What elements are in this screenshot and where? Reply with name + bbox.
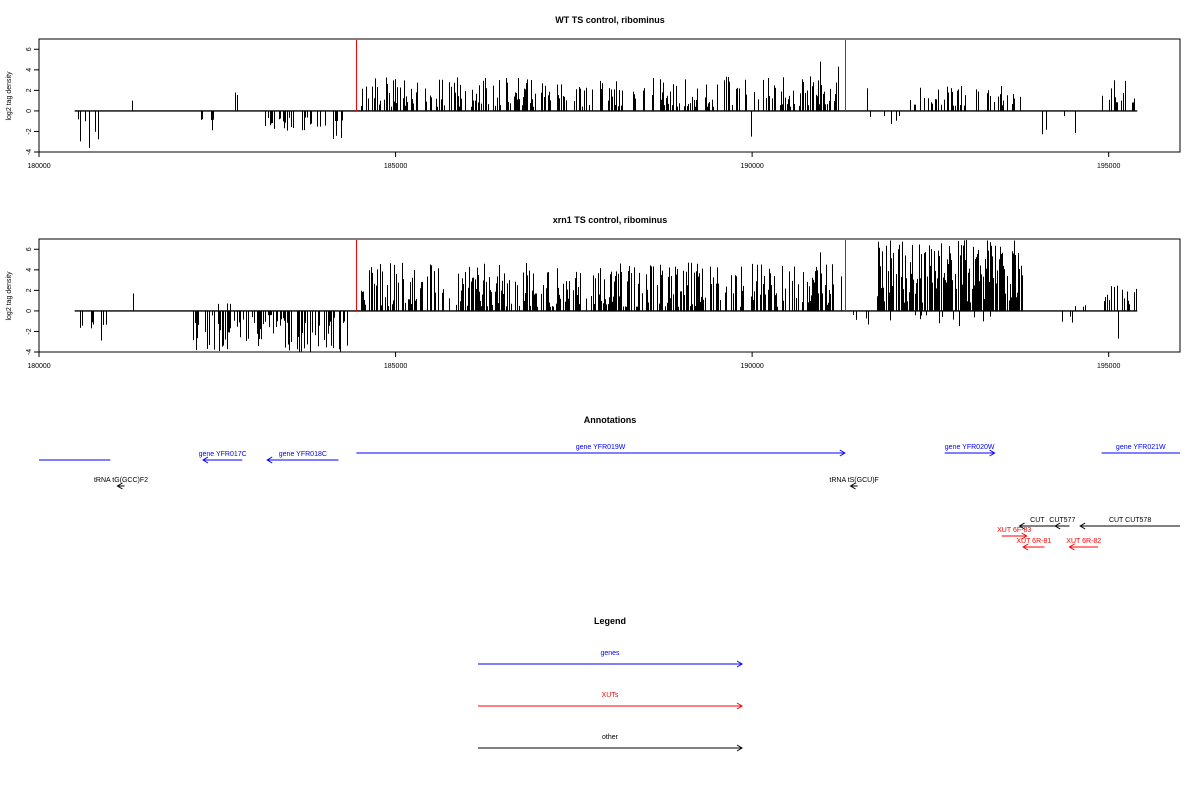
arrow-head	[849, 482, 856, 490]
arrow-head	[1079, 522, 1086, 530]
arrow-head	[1054, 522, 1061, 530]
legend-label: other	[602, 734, 619, 741]
plot-frame	[38, 38, 1181, 153]
feature-label: XUT 6F-83	[997, 527, 1031, 534]
marker-lines	[356, 40, 846, 111]
legend-entry: other	[478, 734, 743, 752]
y-axis: -4 -2 0 2 4 6	[26, 47, 39, 155]
feature-label: gene YFR020W	[945, 444, 995, 451]
feature-label: CUT	[1030, 517, 1045, 524]
legend-label: XUTs	[602, 692, 619, 699]
legend-label: genes	[600, 650, 620, 657]
x-tick-label: 190000	[740, 163, 763, 170]
y-tick-label: 2	[26, 88, 33, 92]
x-tick-label: 185000	[384, 363, 407, 370]
x-tick-label: 185000	[384, 163, 407, 170]
y-tick-label: -2	[26, 328, 33, 334]
annotation-feature: XUT 6F-83	[997, 527, 1031, 540]
arrow-head	[1021, 532, 1028, 540]
panel-wt: WT TS control, ribominus log2 tag densit…	[6, 15, 1181, 170]
arrow-head	[266, 456, 273, 464]
y-axis-label: log2 tag density	[6, 271, 13, 321]
feature-label: tRNA tS(GCU)F	[829, 477, 878, 484]
arrow-head	[736, 660, 743, 668]
x-tick-label: 180000	[27, 363, 50, 370]
plot-frame	[38, 238, 1181, 353]
legend-entries: genes XUTs other	[478, 650, 743, 752]
annotation-feature: CUT	[1018, 517, 1056, 530]
arrow-head	[116, 482, 123, 490]
legend-entry: XUTs	[478, 692, 743, 710]
feature-label: CUT577	[1049, 517, 1075, 524]
panel-title: WT TS control, ribominus	[555, 15, 665, 25]
y-tick-label: 0	[26, 109, 33, 113]
y-axis: -4 -2 0 2 4 6	[26, 247, 39, 355]
arrow-head	[1068, 543, 1075, 551]
arrow-head	[1018, 522, 1025, 530]
panel-xrn1: xrn1 TS control, ribominus log2 tag dens…	[6, 215, 1181, 370]
feature-label: XUT 6R-81	[1016, 538, 1051, 545]
annotation-feature: tRNA tS(GCU)F	[829, 477, 879, 490]
annotation-feature: CUT577	[1049, 517, 1075, 530]
panel-title: xrn1 TS control, ribominus	[553, 215, 668, 225]
y-tick-label: 6	[26, 47, 33, 51]
y-tick-label: 4	[26, 268, 33, 272]
annotation-feature: XUT 6R-82	[1066, 538, 1101, 551]
y-axis-label: log2 tag density	[6, 71, 13, 121]
annotation-feature: tRNA tG(GCC)F2	[94, 477, 148, 490]
feature-label: XUT 6R-82	[1066, 538, 1101, 545]
arrow-head	[202, 456, 209, 464]
y-tick-label: -2	[26, 128, 33, 134]
y-tick-label: 0	[26, 309, 33, 313]
feature-label: gene YFR017C	[199, 451, 247, 458]
x-axis: 180000 185000 190000 195000	[27, 152, 1120, 170]
legend-title: Legend	[594, 616, 626, 626]
annotation-feature: CUT CUT578	[1079, 517, 1180, 530]
arrow-head	[989, 449, 996, 457]
y-tick-label: -4	[26, 349, 33, 355]
annotation-feature: gene YFR020W	[944, 444, 996, 457]
x-tick-label: 190000	[740, 363, 763, 370]
signal-bars	[74, 61, 1138, 148]
x-tick-label: 180000	[27, 163, 50, 170]
annotation-feature: gene YFR018C	[266, 451, 339, 464]
annotation-feature: XUT 6R-81	[1016, 538, 1051, 551]
feature-label: gene YFR021W	[1116, 444, 1166, 451]
annotation-track: Annotations tRNA tG(GCC)F2 gene YFR017C ge…	[39, 415, 1180, 551]
y-tick-label: -4	[26, 149, 33, 155]
marker-lines	[356, 240, 846, 311]
x-tick-label: 195000	[1097, 163, 1120, 170]
annotation-feature: gene YFR019W	[356, 444, 846, 457]
legend: Legend genes XUTs other	[478, 616, 743, 752]
annotation-features: tRNA tG(GCC)F2 gene YFR017C gene YFR018C ge…	[39, 444, 1180, 551]
x-axis: 180000 185000 190000 195000	[27, 352, 1120, 370]
y-tick-label: 4	[26, 68, 33, 72]
y-tick-label: 2	[26, 288, 33, 292]
annotation-title: Annotations	[584, 415, 637, 425]
annotation-feature: gene YFR017C	[199, 451, 247, 464]
y-tick-label: 6	[26, 247, 33, 251]
annotation-feature: gene YFR021W	[1101, 444, 1180, 454]
arrow-head	[736, 702, 743, 710]
arrow-head	[736, 744, 743, 752]
x-tick-label: 195000	[1097, 363, 1120, 370]
arrow-head	[839, 449, 846, 457]
arrow-head	[1022, 543, 1029, 551]
feature-label: CUT CUT578	[1109, 517, 1151, 524]
feature-label: tRNA tG(GCC)F2	[94, 477, 148, 484]
signal-bars	[74, 240, 1138, 352]
legend-entry: genes	[478, 650, 743, 668]
feature-label: gene YFR019W	[576, 444, 626, 451]
feature-label: gene YFR018C	[279, 451, 327, 458]
